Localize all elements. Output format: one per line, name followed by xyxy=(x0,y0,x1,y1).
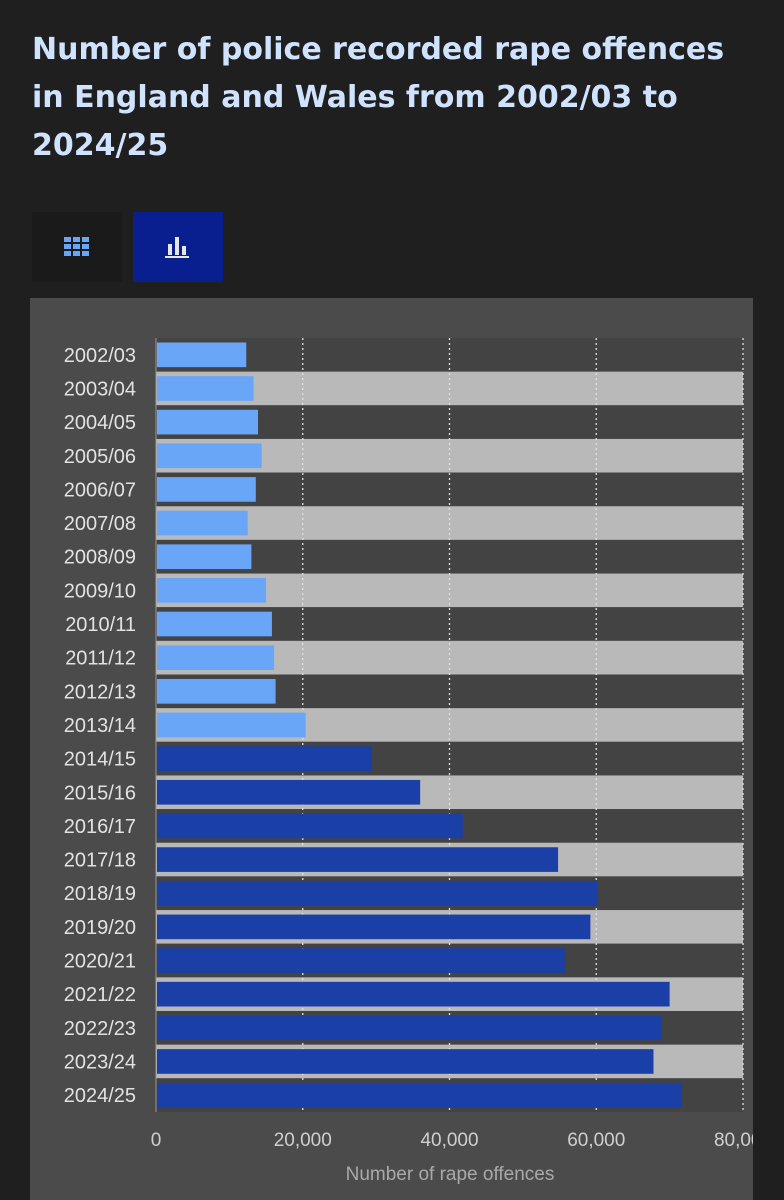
bar xyxy=(157,948,565,973)
bar xyxy=(157,510,248,536)
y-tick-label: 2021/22 xyxy=(64,984,136,1006)
bar xyxy=(157,409,258,435)
bar xyxy=(157,645,275,670)
bar xyxy=(157,1082,683,1108)
x-tick-label: 0 xyxy=(151,1130,162,1151)
bar xyxy=(157,1049,654,1074)
y-tick-label: 2022/23 xyxy=(64,1018,136,1040)
y-tick-label: 2005/06 xyxy=(64,446,136,468)
y-tick-label: 2024/25 xyxy=(64,1085,136,1107)
bar xyxy=(157,880,597,906)
bar xyxy=(157,813,463,839)
y-tick-label: 2006/07 xyxy=(64,479,136,501)
chart-panel: 2002/03 2003/04 2004/05 2005/06 2006/07 2007/… xyxy=(30,298,753,1200)
bar xyxy=(157,342,247,368)
y-tick-label: 2016/17 xyxy=(64,816,136,838)
y-tick-label: 2002/03 xyxy=(64,345,136,367)
y-tick-label: 2004/05 xyxy=(64,412,136,434)
y-tick-label: 2003/04 xyxy=(64,378,136,400)
y-tick-label: 2019/20 xyxy=(64,917,136,939)
bar xyxy=(157,578,267,603)
bar xyxy=(157,981,670,1007)
bar xyxy=(157,611,272,637)
bar xyxy=(157,1015,662,1041)
chart-view-button[interactable] xyxy=(133,212,223,282)
bar xyxy=(157,443,262,469)
y-tick-label: 2007/08 xyxy=(64,513,136,535)
y-tick-label: 2008/09 xyxy=(64,547,136,569)
bar-chart: 2002/03 2003/04 2004/05 2005/06 2006/07 2007/… xyxy=(64,338,753,1185)
bar xyxy=(157,376,254,401)
y-tick-label: 2015/16 xyxy=(64,782,136,804)
y-tick-label: 2011/12 xyxy=(65,648,136,670)
bar xyxy=(157,712,306,738)
bar xyxy=(157,847,559,872)
y-tick-label: 2009/10 xyxy=(64,580,136,602)
bar xyxy=(157,477,256,502)
y-tick-label: 2010/11 xyxy=(65,614,136,636)
bar xyxy=(157,779,421,805)
y-tick-label: 2023/24 xyxy=(64,1051,136,1073)
bar xyxy=(157,746,372,771)
x-tick-label: 40,000 xyxy=(420,1130,478,1151)
x-tick-label: 60,000 xyxy=(567,1130,625,1151)
y-tick-label: 2013/14 xyxy=(64,715,136,737)
x-axis-label: Number of rape offences xyxy=(346,1164,555,1185)
y-tick-label: 2014/15 xyxy=(64,749,136,771)
y-tick-label: 2018/19 xyxy=(64,883,136,905)
grid-icon xyxy=(64,237,89,256)
y-tick-label: 2012/13 xyxy=(64,681,136,703)
x-tick-label: 80,000 xyxy=(714,1130,753,1151)
x-tick-label: 20,000 xyxy=(274,1130,332,1151)
y-tick-label: 2017/18 xyxy=(64,850,136,872)
bar-chart-icon xyxy=(165,237,189,258)
row-band xyxy=(156,539,743,574)
table-view-button[interactable] xyxy=(32,212,122,282)
bar xyxy=(157,914,591,940)
y-tick-label: 2020/21 xyxy=(64,951,136,973)
page-title: Number of police recorded rape offences … xyxy=(32,32,725,163)
bar xyxy=(157,679,276,704)
bar xyxy=(157,544,252,570)
